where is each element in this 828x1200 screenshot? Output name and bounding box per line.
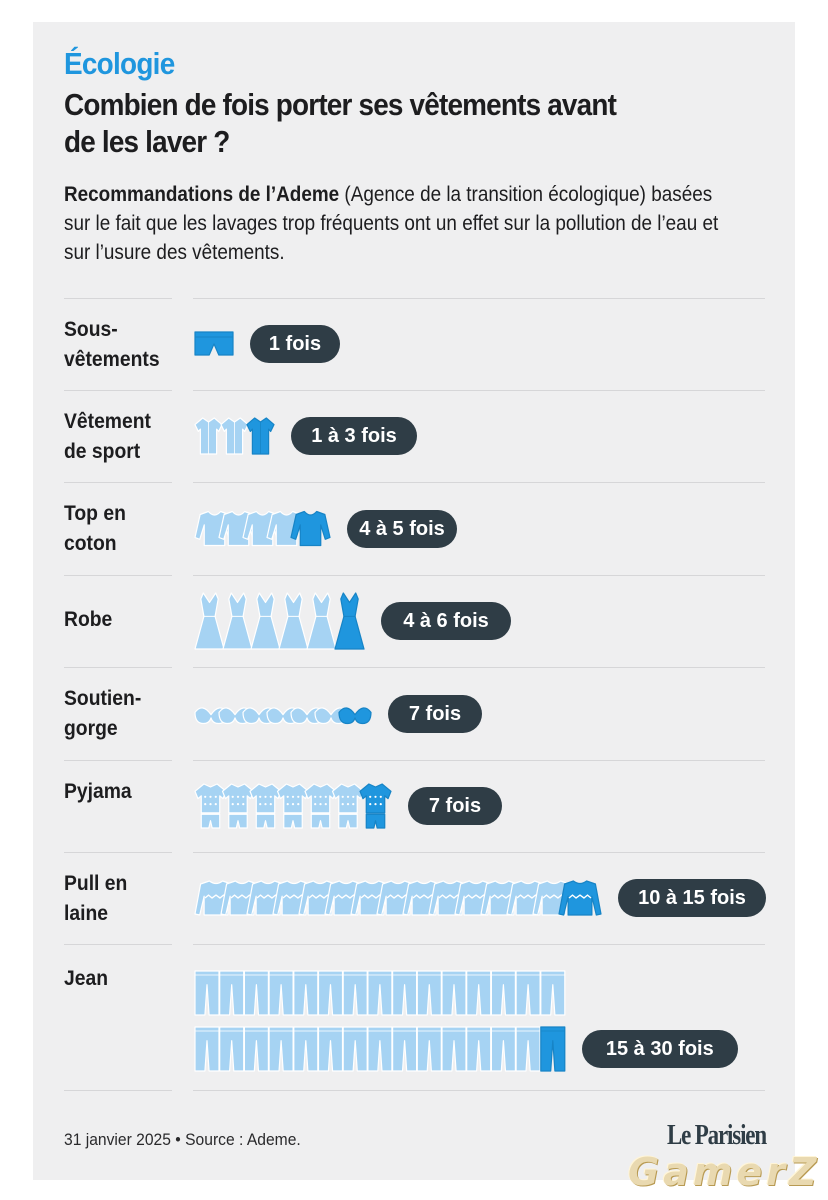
jeans-icon bbox=[466, 1026, 492, 1072]
dress-icon bbox=[334, 592, 365, 650]
category-label: Vêtement de sport bbox=[64, 410, 151, 463]
jeans-icon bbox=[243, 1026, 269, 1072]
value-pill: 4 à 5 fois bbox=[347, 509, 457, 548]
jeans-icon bbox=[342, 1026, 368, 1072]
dress-icon bbox=[250, 592, 281, 650]
pyjama-icon bbox=[331, 783, 365, 829]
row-divider bbox=[64, 390, 172, 391]
jeans-icon bbox=[540, 1026, 566, 1072]
value-pill: 7 fois bbox=[388, 694, 482, 733]
publisher-logo: Le Parisien bbox=[667, 1120, 767, 1151]
jeans-icon bbox=[416, 970, 442, 1016]
row-divider bbox=[64, 944, 172, 945]
jeans-icon bbox=[540, 970, 566, 1016]
jeans-icon bbox=[268, 970, 294, 1016]
category-label: Robe bbox=[64, 608, 113, 631]
jeans-icon bbox=[317, 1026, 344, 1072]
subtitle: Recommandations de l’Ademe (Agence de la… bbox=[64, 180, 730, 267]
value-pill: 10 à 15 fois bbox=[618, 879, 766, 917]
row-divider bbox=[193, 944, 765, 945]
jeans-icon bbox=[441, 1026, 467, 1072]
dress-icon bbox=[222, 592, 253, 650]
category-label: Pyjama bbox=[64, 780, 132, 803]
value-pill: 1 fois bbox=[250, 325, 340, 363]
value-pill: 4 à 6 fois bbox=[381, 602, 511, 640]
row-divider bbox=[193, 298, 765, 299]
row-divider bbox=[64, 482, 172, 483]
category-label: Top en coton bbox=[64, 502, 126, 555]
value-pill: 15 à 30 fois bbox=[581, 1030, 738, 1068]
pyjama-icon bbox=[249, 783, 282, 829]
pyjama-icon bbox=[276, 783, 310, 829]
row-divider bbox=[64, 852, 172, 853]
jeans-icon bbox=[367, 970, 393, 1016]
section-label: Écologie bbox=[64, 46, 175, 81]
watermark: GamerZ bbox=[628, 1150, 821, 1194]
category-label: Sous-vêtements bbox=[64, 318, 160, 371]
jeans-icon bbox=[466, 970, 492, 1016]
jeans-icon bbox=[194, 970, 220, 1016]
dress-icon bbox=[278, 592, 309, 650]
jeans-icon bbox=[392, 1026, 418, 1072]
jeans-icon bbox=[219, 970, 245, 1016]
row-divider bbox=[193, 667, 765, 668]
row-divider bbox=[193, 760, 765, 761]
jeans-icon bbox=[515, 1026, 541, 1072]
row-divider bbox=[193, 852, 765, 853]
sport-shirt-icon bbox=[220, 417, 249, 455]
row-divider bbox=[193, 482, 765, 483]
jeans-icon bbox=[243, 970, 269, 1016]
jeans-icon bbox=[441, 970, 467, 1016]
jeans-icon bbox=[219, 1026, 245, 1072]
jeans-icon bbox=[293, 1026, 319, 1072]
pyjama-icon bbox=[221, 783, 255, 829]
pyjama-icon bbox=[304, 783, 337, 829]
dress-icon bbox=[306, 592, 337, 650]
sport-shirt-icon bbox=[246, 417, 275, 455]
row-divider bbox=[64, 298, 172, 299]
jeans-icon bbox=[515, 970, 541, 1016]
footer-note: 31 janvier 2025 • Source : Ademe. bbox=[64, 1130, 301, 1149]
page-title: Combien de fois porter ses vêtements ava… bbox=[64, 87, 617, 159]
row-divider bbox=[64, 575, 172, 576]
underwear-icon bbox=[194, 331, 234, 356]
wool-sweater-icon bbox=[558, 880, 602, 916]
cotton-top-icon bbox=[290, 510, 331, 547]
row-divider bbox=[193, 575, 765, 576]
row-divider bbox=[193, 1090, 765, 1091]
bra-icon bbox=[338, 707, 372, 725]
value-pill: 7 fois bbox=[408, 787, 502, 825]
row-divider bbox=[64, 667, 172, 668]
jeans-icon bbox=[490, 1026, 516, 1072]
jeans-icon bbox=[392, 970, 418, 1016]
row-divider bbox=[64, 1090, 172, 1091]
row-divider bbox=[193, 390, 765, 391]
jeans-icon bbox=[490, 970, 516, 1016]
jeans-icon bbox=[367, 1026, 393, 1072]
category-label: Soutien-gorge bbox=[64, 687, 142, 740]
jeans-icon bbox=[342, 970, 368, 1016]
jeans-icon bbox=[194, 1026, 220, 1072]
category-label: Pull en laine bbox=[64, 872, 128, 925]
subtitle-text: (Agence de la transition écologique) bas… bbox=[64, 183, 719, 264]
jeans-icon bbox=[268, 1026, 294, 1072]
pyjama-icon bbox=[359, 783, 392, 829]
sport-shirt-icon bbox=[194, 417, 223, 455]
subtitle-source: Recommandations de l’Ademe bbox=[64, 183, 340, 206]
category-label: Jean bbox=[64, 967, 109, 990]
dress-icon bbox=[194, 592, 225, 650]
pyjama-icon bbox=[194, 783, 227, 829]
jeans-icon bbox=[317, 970, 344, 1016]
value-pill: 1 à 3 fois bbox=[291, 417, 417, 455]
jeans-icon bbox=[416, 1026, 442, 1072]
row-divider bbox=[64, 760, 172, 761]
jeans-icon bbox=[293, 970, 319, 1016]
